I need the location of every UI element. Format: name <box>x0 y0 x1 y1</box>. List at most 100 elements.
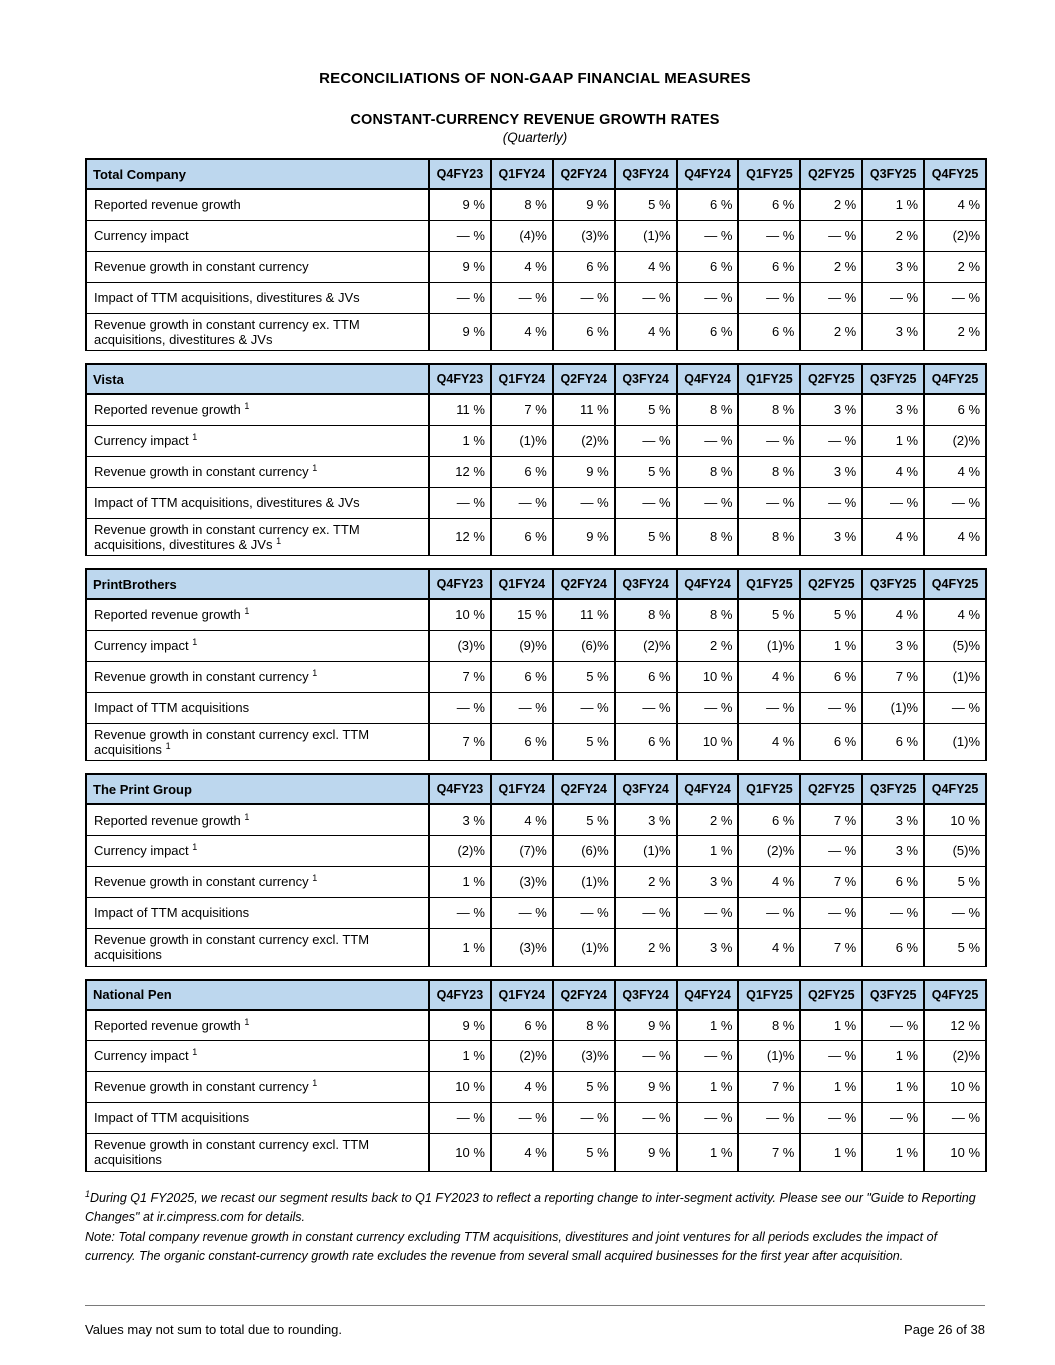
value-cell: 6 % <box>923 393 988 426</box>
column-header: Q2FY24 <box>551 363 616 396</box>
value-cell: — % <box>799 1102 864 1135</box>
column-header: Q4FY25 <box>923 568 988 601</box>
value-cell: 9 % <box>428 312 492 352</box>
value-cell: 3 % <box>799 393 864 426</box>
value-cell: 3 % <box>675 865 740 898</box>
value-cell: 10 % <box>923 1071 988 1104</box>
value-cell: — % <box>799 896 864 929</box>
column-header: Q1FY25 <box>737 363 802 396</box>
value-cell: — % <box>428 486 492 519</box>
value-cell: — % <box>799 691 864 724</box>
value-cell: — % <box>613 424 678 457</box>
value-cell: 6 % <box>551 250 616 283</box>
value-cell: 4 % <box>489 250 554 283</box>
value-cell: — % <box>799 424 864 457</box>
value-cell: 3 % <box>861 803 926 836</box>
row-label: Revenue growth in constant currency excl… <box>85 1133 430 1172</box>
column-header: Q3FY25 <box>861 773 926 806</box>
value-cell: 6 % <box>737 312 802 352</box>
page-number: Page 26 of 38 <box>904 1322 985 1337</box>
value-cell: — % <box>737 1102 802 1135</box>
value-cell: (7)% <box>489 834 554 867</box>
value-cell: 6 % <box>489 722 554 762</box>
row-label: Currency impact 1 <box>85 424 430 457</box>
table-row: Currency impact 1 (2)% (7)% (6)% (1)% 1 % (2)%… <box>85 834 988 867</box>
value-cell: 1 % <box>428 865 492 898</box>
value-cell: 9 % <box>428 188 492 221</box>
value-cell: — % <box>613 281 678 314</box>
value-cell: — % <box>551 896 616 929</box>
value-cell: (1)% <box>613 834 678 867</box>
column-header: Q1FY24 <box>489 978 554 1011</box>
value-cell: — % <box>861 1009 926 1042</box>
footnote-marker: 1 <box>165 741 171 752</box>
value-cell: (2)% <box>737 834 802 867</box>
value-cell: 5 % <box>613 517 678 557</box>
value-cell: (3)% <box>489 927 554 967</box>
value-cell: 10 % <box>675 660 740 693</box>
value-cell: — % <box>861 486 926 519</box>
footnote-marker: 1 <box>192 1047 198 1058</box>
value-cell: 5 % <box>799 598 864 631</box>
value-cell: — % <box>551 486 616 519</box>
value-cell: — % <box>489 1102 554 1135</box>
value-cell: — % <box>675 896 740 929</box>
footnotes: 1During Q1 FY2025, we recast our segment… <box>85 1189 985 1267</box>
column-header: Q4FY23 <box>428 568 492 601</box>
value-cell: 4 % <box>737 927 802 967</box>
footnote-marker: 1 <box>244 1016 250 1027</box>
value-cell: 8 % <box>551 1009 616 1042</box>
value-cell: — % <box>675 219 740 252</box>
value-cell: (2)% <box>489 1040 554 1073</box>
value-cell: (2)% <box>551 424 616 457</box>
value-cell: 6 % <box>613 660 678 693</box>
value-cell: 9 % <box>613 1009 678 1042</box>
table-header-row: Total Company Q4FY23 Q1FY24 Q2FY24 Q3FY24 Q4F… <box>85 158 988 190</box>
value-cell: — % <box>737 896 802 929</box>
value-cell: (2)% <box>923 424 988 457</box>
footnote-marker: 1 <box>192 431 198 442</box>
column-header: Q2FY24 <box>551 568 616 601</box>
column-header: Q1FY25 <box>737 978 802 1011</box>
value-cell: (2)% <box>428 834 492 867</box>
value-cell: (1)% <box>613 219 678 252</box>
value-cell: (1)% <box>923 722 988 762</box>
value-cell: — % <box>799 834 864 867</box>
value-cell: 4 % <box>737 722 802 762</box>
value-cell: 8 % <box>737 393 802 426</box>
value-cell: 15 % <box>489 598 554 631</box>
table-the-print-group: The Print Group Q4FY23 Q1FY24 Q2FY24 Q3FY24 Q… <box>85 773 988 967</box>
value-cell: 10 % <box>923 1133 988 1172</box>
value-cell: 4 % <box>861 517 926 557</box>
value-cell: (2)% <box>923 1040 988 1073</box>
value-cell: 8 % <box>675 517 740 557</box>
value-cell: 3 % <box>675 927 740 967</box>
value-cell: 4 % <box>923 188 988 221</box>
value-cell: (1)% <box>737 629 802 662</box>
value-cell: 5 % <box>551 1133 616 1172</box>
value-cell: 2 % <box>675 629 740 662</box>
value-cell: 7 % <box>428 660 492 693</box>
page-subtitle: CONSTANT-CURRENCY REVENUE GROWTH RATES <box>350 112 720 128</box>
value-cell: — % <box>799 281 864 314</box>
value-cell: 6 % <box>675 250 740 283</box>
value-cell: 11 % <box>551 598 616 631</box>
value-cell: (3)% <box>551 219 616 252</box>
value-cell: — % <box>428 896 492 929</box>
value-cell: 9 % <box>551 517 616 557</box>
footnote-marker: 1 <box>312 1078 318 1089</box>
column-header: Q2FY25 <box>799 568 864 601</box>
column-header: Q3FY25 <box>861 363 926 396</box>
value-cell: 2 % <box>923 312 988 352</box>
value-cell: (2)% <box>923 219 988 252</box>
value-cell: — % <box>799 1040 864 1073</box>
table-row: Revenue growth in constant currency ex. … <box>85 517 988 557</box>
value-cell: 3 % <box>799 455 864 488</box>
column-header: Q4FY24 <box>675 773 740 806</box>
value-cell: (3)% <box>489 865 554 898</box>
value-cell: 1 % <box>861 1133 926 1172</box>
row-label: Reported revenue growth 1 <box>85 598 430 631</box>
